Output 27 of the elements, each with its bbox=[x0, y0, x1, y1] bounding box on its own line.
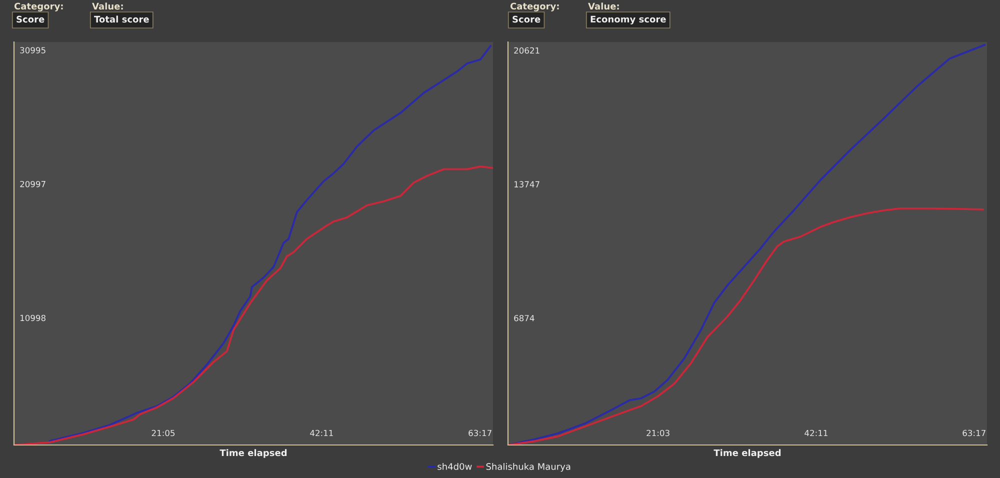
x-tick-label: 42:11 bbox=[804, 430, 828, 436]
y-tick-label: 13747 bbox=[514, 181, 540, 188]
y-tick-label: 20997 bbox=[20, 180, 46, 188]
x-tick-label: 42:11 bbox=[310, 430, 333, 436]
x-tick-label: 21:03 bbox=[646, 430, 670, 436]
y-tick-label: 6874 bbox=[514, 314, 534, 322]
y-tick-label: 30995 bbox=[20, 47, 46, 54]
x-axis-title: Time elapsed bbox=[714, 449, 781, 458]
line-series bbox=[49, 45, 492, 442]
x-tick-label: 21:05 bbox=[152, 430, 175, 436]
text: Value: bbox=[92, 2, 123, 10]
x-tick-label: 63:17 bbox=[468, 430, 492, 436]
text: Category: bbox=[510, 2, 559, 12]
text: Category: bbox=[14, 2, 63, 12]
text: Value: bbox=[588, 2, 619, 10]
y-tick-label: 20621 bbox=[514, 47, 540, 54]
line-series bbox=[508, 44, 986, 445]
x-axis-title: Time elapsed bbox=[220, 449, 287, 458]
line-series bbox=[508, 207, 984, 445]
legend-label: sh4d0w bbox=[438, 462, 472, 470]
text: Score bbox=[512, 16, 540, 23]
legend-label: Shalishuka Maurya bbox=[486, 462, 570, 472]
y-tick-label: 10998 bbox=[20, 314, 46, 322]
text: Economy score bbox=[590, 16, 666, 24]
x-tick-label: 63:17 bbox=[962, 430, 986, 436]
text: Score bbox=[16, 16, 44, 23]
text: Total score bbox=[94, 16, 149, 23]
